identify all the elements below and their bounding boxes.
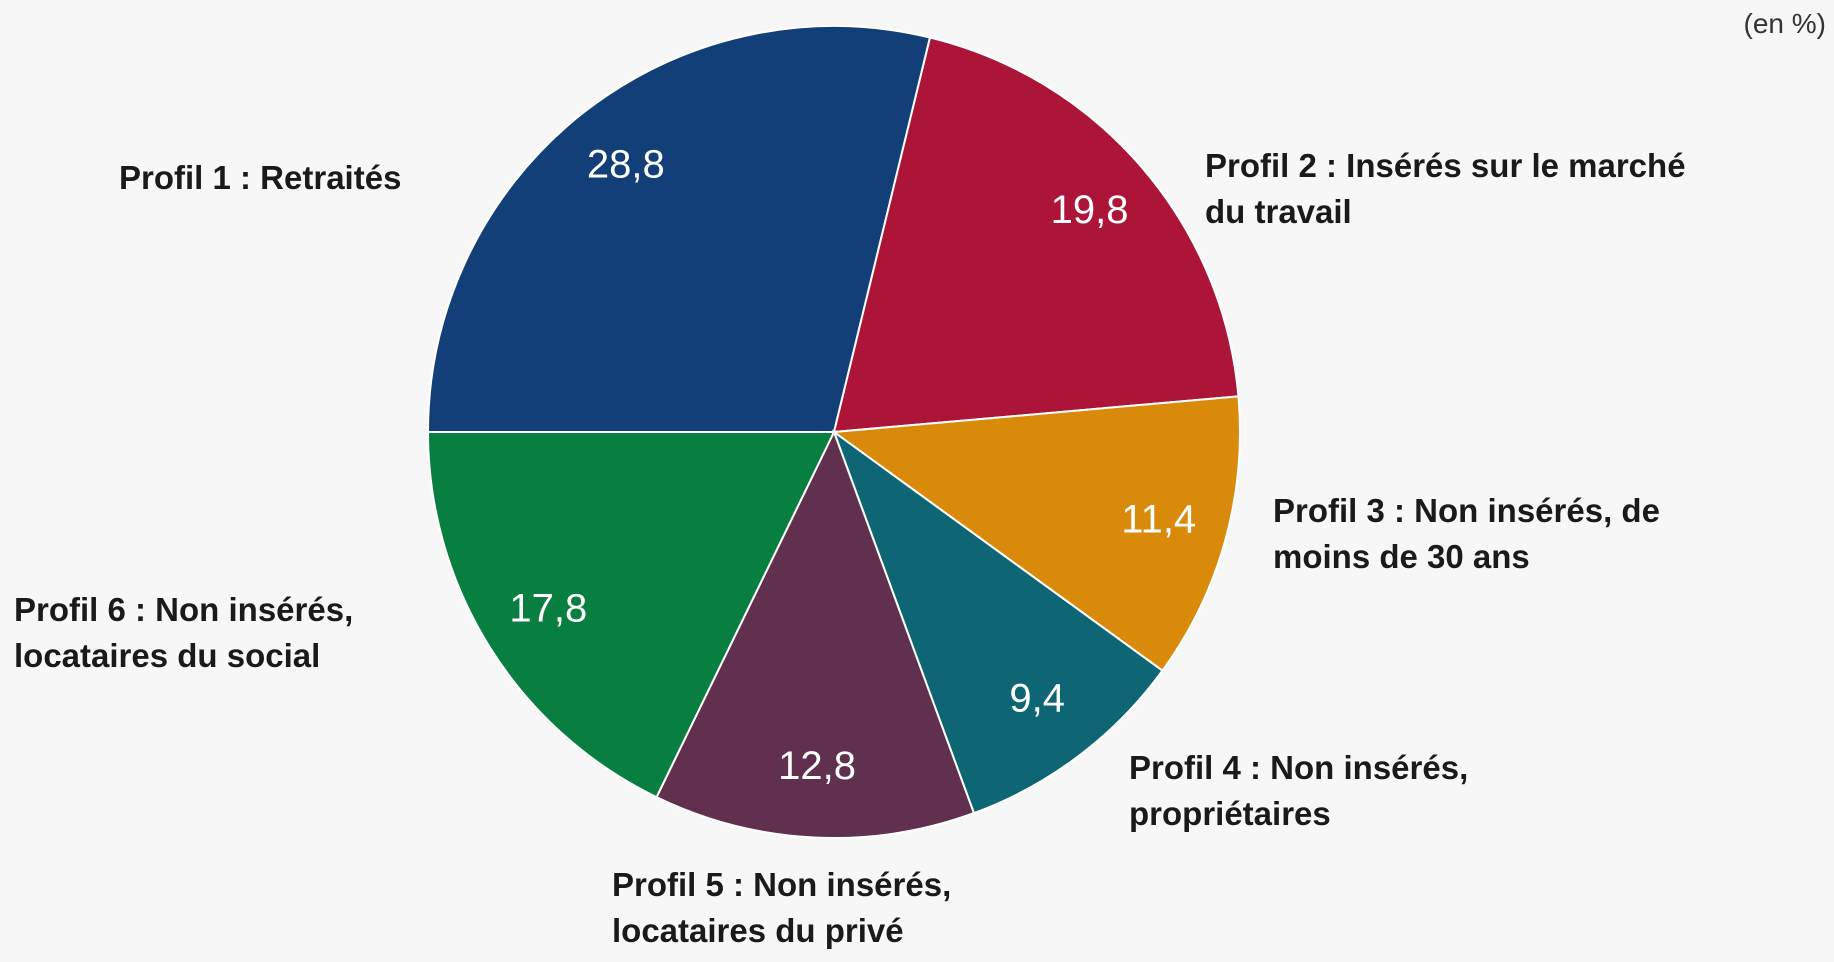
- value-label: 12,8: [778, 744, 856, 788]
- unit-label: (en %): [1743, 8, 1826, 39]
- category-label: Profil 6 : Non insérés, locataires du so…: [14, 591, 354, 675]
- pie-slice: [426, 25, 932, 433]
- value-label: 17,8: [509, 586, 587, 630]
- pie-slice: [655, 429, 976, 839]
- pie-slice: [832, 36, 1240, 434]
- value-label: 11,4: [1121, 498, 1196, 542]
- pie-slice: [426, 431, 836, 799]
- category-label: Profil 1 : Retraités: [119, 159, 402, 196]
- value-label: 9,4: [1009, 676, 1065, 720]
- category-label: Profil 2 : Insérés sur le marché du trav…: [1205, 147, 1686, 231]
- value-label: 19,8: [1051, 188, 1129, 232]
- pie-slice: [831, 429, 1164, 815]
- category-label: Profil 4 : Non insérés, propriétaires: [1129, 749, 1469, 833]
- pie-slice: [831, 395, 1241, 673]
- category-label: Profil 3 : Non insérés, de moins de 30 a…: [1273, 492, 1660, 576]
- category-label: Profil 5 : Non insérés, locataires du pr…: [612, 866, 952, 950]
- value-label: 28,8: [587, 143, 665, 187]
